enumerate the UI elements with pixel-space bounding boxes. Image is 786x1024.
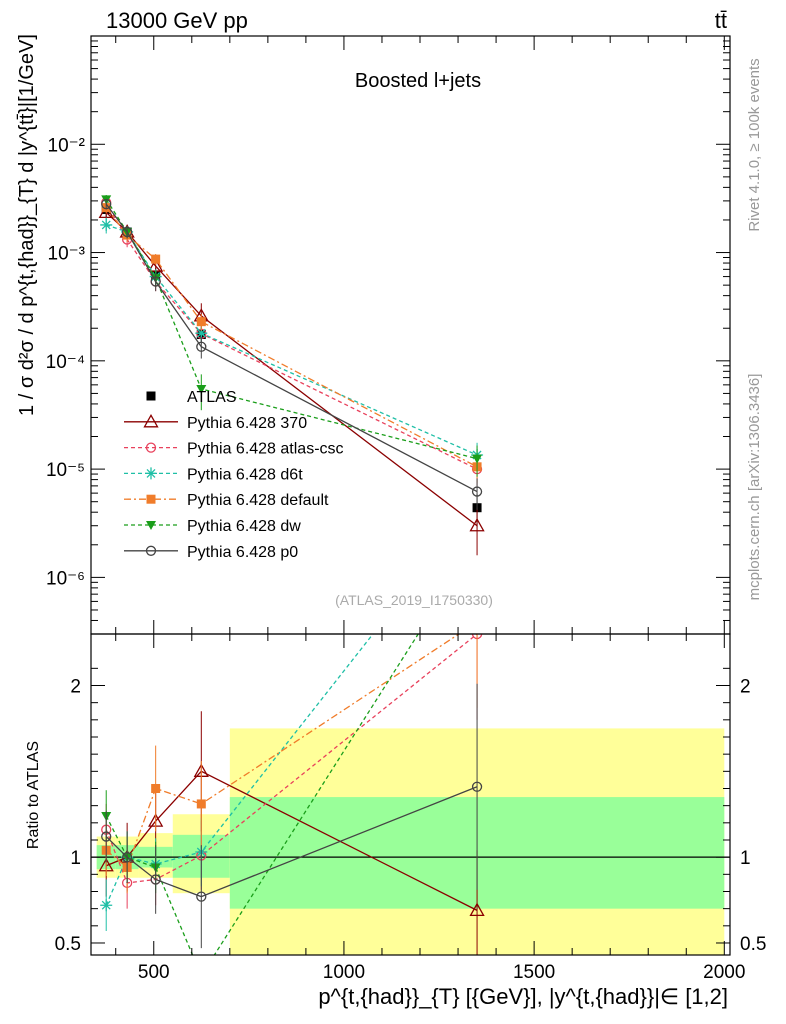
ratio-frame — [90, 633, 731, 956]
ratio-y-tick-label-right: 0.5 — [740, 934, 766, 955]
main-series-5 — [101, 195, 483, 477]
legend-entry: Pythia 6.428 dw — [124, 518, 301, 535]
legend-label: Pythia 6.428 atlas-csc — [187, 441, 344, 458]
rivet-version-label: Rivet 4.1.0, ≥ 100k events — [746, 58, 763, 231]
x-tick-label: 2000 — [703, 962, 745, 983]
process-label: tt̄ — [715, 8, 727, 33]
x-tick-label: 1500 — [513, 962, 555, 983]
ratio-data-point — [196, 799, 206, 809]
legend-marker — [143, 413, 159, 428]
main-y-tick-label: 10⁻² — [48, 135, 86, 156]
main-y-axis-label: 1 / σ d²σ / d p^{t,{had}}_{T} d |y^{tt̄}… — [16, 34, 38, 416]
legend-entry: Pythia 6.428 p0 — [124, 544, 298, 561]
ratio-axis-ticks: 0.5 0.5 1 1 2 2 500 1000 1500 2000 — [55, 634, 766, 983]
legend-entry: Pythia 6.428 d6t — [124, 466, 303, 483]
legend-label: Pythia 6.428 p0 — [187, 544, 298, 561]
analysis-watermark: (ATLAS_2019_I1750330) — [335, 592, 493, 608]
main-data-point — [150, 276, 161, 287]
main-data-point — [471, 486, 483, 497]
main-y-tick-label: 10⁻³ — [48, 244, 86, 265]
main-y-tick-label: 10⁻⁵ — [46, 460, 85, 481]
legend-marker — [146, 494, 156, 504]
main-data-point — [101, 198, 112, 210]
main-chart-title: Boosted l+jets — [355, 70, 481, 92]
main-data-point — [100, 218, 113, 231]
main-axis-ticks: 10⁻⁶ 10⁻⁵ 10⁻⁴ 10⁻³ 10⁻² — [46, 36, 730, 635]
main-data-point — [121, 226, 133, 238]
main-data-point — [472, 454, 483, 464]
ratio-data-point — [101, 831, 112, 842]
main-data-point — [469, 517, 485, 532]
ratio-data-point — [150, 874, 161, 885]
ratio-data-point — [121, 852, 133, 863]
ratio-uncertainty-bands — [91, 728, 730, 955]
ratio-series-line — [105, 634, 419, 955]
legend-label: Pythia 6.428 default — [187, 492, 329, 509]
x-tick-label: 1000 — [323, 962, 365, 983]
legend-marker — [145, 545, 157, 556]
ratio-y-tick-label: 0.5 — [55, 934, 81, 955]
main-data-point — [151, 254, 161, 264]
main-data-point — [196, 341, 207, 352]
collision-energy-label: 13000 GeV pp — [106, 8, 248, 33]
legend-label: ATLAS — [187, 389, 237, 406]
ratio-y-tick-label: 2 — [70, 676, 81, 697]
main-series-6 — [101, 198, 483, 510]
legend: ATLAS Pythia 6.428 370 Pythia 6.428 atlas-… — [124, 389, 344, 561]
ratio-panel: 0.5 0.5 1 1 2 2 500 1000 1500 2000 Ratio to ATLAS… — [25, 633, 766, 1009]
legend-label: Pythia 6.428 dw — [187, 518, 301, 535]
main-data-point — [195, 327, 208, 340]
main-series-layer — [98, 195, 485, 556]
ratio-data-point — [469, 902, 485, 917]
legend-entry: Pythia 6.428 370 — [124, 413, 307, 432]
ratio-data-point — [471, 781, 483, 792]
ratio-data-point — [151, 783, 161, 793]
ratio-y-axis-label: Ratio to ATLAS — [25, 741, 42, 849]
x-tick-label: 500 — [138, 962, 170, 983]
main-data-point — [196, 384, 207, 394]
ratio-y-tick-label-right: 1 — [740, 848, 751, 869]
legend-entry: Pythia 6.428 default — [124, 492, 329, 509]
legend-marker — [146, 391, 156, 401]
ratio-y-tick-label-right: 2 — [740, 676, 751, 697]
mcplots-label: mcplots.cern.ch [arXiv:1306.3436] — [746, 374, 763, 601]
main-series-line — [106, 224, 478, 456]
legend-marker — [145, 442, 157, 453]
main-y-tick-label: 10⁻⁴ — [46, 352, 85, 373]
legend-marker — [146, 521, 156, 530]
legend-marker — [145, 467, 157, 480]
legend-label: Pythia 6.428 370 — [187, 415, 307, 432]
x-axis-label: p^{t,{had}}_{T} [{GeV}], |y^{t,{had}}|∈ … — [318, 984, 728, 1009]
ratio-y-tick-label: 1 — [70, 848, 81, 869]
main-data-point — [196, 317, 206, 327]
legend-entry: ATLAS — [146, 389, 237, 406]
ratio-data-point — [100, 899, 113, 912]
main-y-tick-label: 10⁻⁶ — [46, 568, 85, 589]
main-panel: 10⁻⁶ 10⁻⁵ 10⁻⁴ 10⁻³ 10⁻² Boosted l+jets (ATL… — [16, 34, 731, 635]
legend-entry: Pythia 6.428 atlas-csc — [124, 441, 344, 458]
legend-label: Pythia 6.428 d6t — [187, 466, 303, 483]
ratio-data-point — [196, 891, 207, 902]
ratio-series-layer — [98, 634, 485, 955]
ratio-series-5 — [101, 683, 483, 949]
